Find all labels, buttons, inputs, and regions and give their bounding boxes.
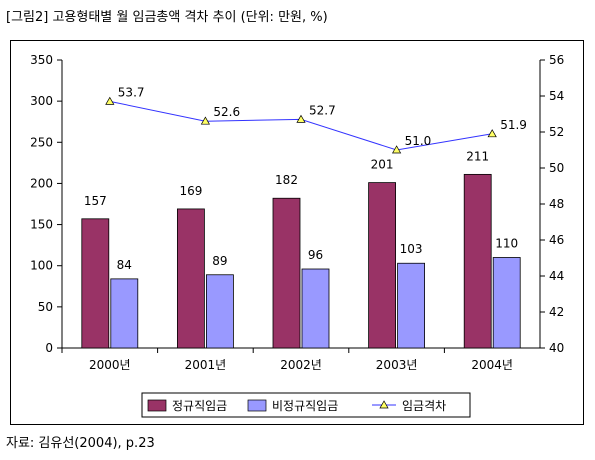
line-marker-wage-gap [200,116,211,125]
data-label-wage-gap: 52.7 [309,103,336,117]
x-tick-label: 2000년 [89,358,131,372]
right-tick-label: 54 [549,89,564,103]
legend-swatch-nonregular-wage [247,399,267,412]
x-tick-label: 2004년 [471,358,513,372]
left-tick-label: 0 [45,341,53,355]
x-tick-label: 2001년 [185,358,227,372]
bar-regular-wage [463,173,492,349]
bar-nonregular-wage [205,274,234,349]
bar-regular-wage [176,208,205,349]
right-tick-label: 48 [549,197,564,211]
legend-box [141,392,471,418]
data-label-wage-gap: 52.6 [213,105,240,119]
data-label-nonregular-wage: 110 [495,236,518,250]
data-label-nonregular-wage: 96 [308,248,323,262]
chart-title: [그림2] 고용형태별 월 임금총액 격차 추이 (단위: 만원, %) [6,10,328,25]
data-label-regular-wage: 157 [84,194,107,208]
bar-nonregular-wage [397,262,426,349]
data-label-nonregular-wage: 89 [212,254,227,268]
bar-nonregular-wage [492,257,521,349]
data-label-regular-wage: 169 [179,184,202,198]
left-tick-label: 250 [30,135,53,149]
line-marker-wage-gap [296,114,306,123]
legend-label-regular-wage: 정규직임금 [172,399,227,413]
bar-nonregular-wage [110,278,139,349]
data-label-nonregular-wage: 84 [117,258,132,272]
left-tick-label: 100 [30,259,53,273]
bar-regular-wage [81,218,110,349]
legend-label-nonregular-wage: 비정규직임금 [272,399,338,413]
left-tick-label: 150 [30,218,53,232]
source-note: 자료: 김유선(2004), p.23 [6,436,155,451]
legend-swatch-regular-wage [147,399,167,412]
right-tick-label: 56 [549,53,564,67]
data-label-regular-wage: 182 [275,173,298,187]
right-tick-label: 50 [549,161,564,175]
left-tick-label: 350 [30,53,53,67]
line-marker-wage-gap [391,145,402,154]
line-wage-gap [109,100,493,151]
bar-regular-wage [272,197,301,349]
line-marker-wage-gap [105,96,115,105]
right-tick-label: 52 [549,125,564,139]
right-tick-label: 46 [549,233,564,247]
left-tick-label: 300 [30,94,53,108]
x-tick-label: 2002년 [280,358,322,372]
left-tick-label: 50 [38,300,53,314]
bar-nonregular-wage [301,268,330,349]
x-tick-label: 2003년 [376,358,418,372]
chart-frame [10,40,584,425]
left-tick-label: 200 [30,176,53,190]
line-marker-wage-gap [487,129,497,138]
data-label-wage-gap: 51.0 [405,134,432,148]
data-label-wage-gap: 53.7 [118,85,145,99]
data-label-regular-wage: 201 [371,158,394,172]
bar-regular-wage [368,182,397,349]
right-tick-label: 42 [549,305,564,319]
right-tick-label: 40 [549,341,564,355]
legend-label-wage-gap: 임금격차 [402,399,446,413]
data-label-wage-gap: 51.9 [500,118,527,132]
data-label-regular-wage: 211 [466,149,489,163]
right-tick-label: 44 [549,269,564,283]
legend-marker-wage-gap [379,400,389,409]
data-label-nonregular-wage: 103 [400,242,423,256]
